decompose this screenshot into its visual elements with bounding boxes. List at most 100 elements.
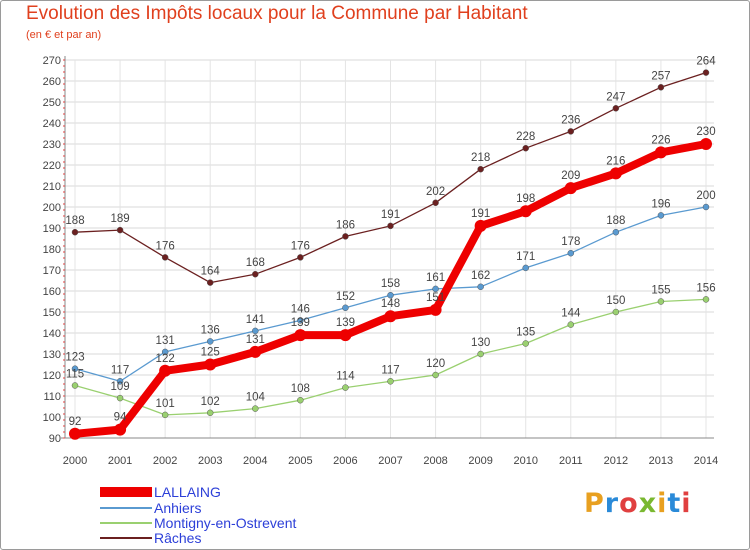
- data-point-lallaing: [249, 345, 262, 358]
- y-tick-label: 120: [43, 370, 61, 382]
- chart-subtitle: (en € et par an): [26, 29, 102, 41]
- data-label-anhiers: 178: [561, 236, 580, 248]
- data-point-anhiers: [522, 264, 529, 272]
- y-tick-label: 90: [49, 433, 61, 445]
- data-labels: 188 189 176 164 168 176 186 191 202 218 228 236 247 2…: [65, 56, 716, 428]
- data-label-raches: 188: [65, 215, 84, 227]
- data-point-montigny-en-ostrevent: [71, 382, 79, 389]
- data-label-raches: 228: [516, 131, 535, 143]
- data-label-montigny-en-ostrevent: 109: [110, 381, 129, 393]
- data-label-anhiers: 162: [471, 270, 490, 282]
- data-point-raches: [702, 69, 710, 76]
- logo-letter: i: [657, 488, 668, 519]
- data-point-anhiers: [567, 249, 575, 257]
- data-point-montigny-en-ostrevent: [342, 384, 349, 391]
- x-tick-label: 2005: [288, 455, 312, 467]
- x-tick-label: 2009: [468, 455, 492, 467]
- data-point-montigny-en-ostrevent: [567, 321, 575, 328]
- data-label-raches: 189: [110, 213, 129, 225]
- data-label-anhiers: 188: [606, 215, 625, 227]
- data-label-anhiers: 158: [381, 278, 400, 290]
- data-label-raches: 247: [606, 91, 625, 103]
- data-label-lallaing: 226: [651, 134, 670, 146]
- x-tick-label: 2011: [559, 455, 583, 467]
- legend-item-lallaing: LALLAING: [100, 484, 221, 500]
- logo-letter: i: [681, 488, 692, 519]
- legend-item-montigny-en-ostrevent: Montigny-en-Ostrevent: [100, 515, 296, 531]
- legend-swatch: [100, 537, 152, 539]
- data-point-raches: [116, 226, 124, 234]
- data-label-lallaing: 125: [201, 347, 220, 359]
- legend-label: Râches: [154, 530, 202, 546]
- data-point-lallaing: [114, 423, 127, 436]
- data-label-montigny-en-ostrevent: 150: [606, 295, 625, 307]
- legend-swatch: [100, 522, 152, 524]
- data-point-montigny-en-ostrevent: [161, 411, 169, 419]
- legend-item-anhiers: Anhiers: [100, 500, 201, 516]
- data-point-raches: [567, 128, 575, 135]
- x-tick-label: 2013: [649, 455, 673, 467]
- data-point-anhiers: [206, 338, 214, 345]
- data-label-anhiers: 161: [426, 272, 445, 284]
- y-tick-label: 160: [43, 286, 61, 298]
- data-point-lallaing: [609, 167, 622, 180]
- data-point-anhiers: [477, 283, 484, 291]
- y-tick-label: 220: [43, 160, 61, 172]
- data-label-lallaing: 191: [471, 208, 490, 220]
- y-tick-label: 240: [43, 118, 61, 130]
- y-tick-label: 270: [43, 55, 61, 67]
- x-tick-label: 2001: [108, 455, 132, 467]
- data-point-montigny-en-ostrevent: [387, 378, 394, 385]
- data-point-raches: [206, 279, 214, 286]
- data-point-montigny-en-ostrevent: [432, 371, 439, 379]
- x-tick-label: 2012: [604, 455, 628, 467]
- data-label-lallaing: 122: [156, 353, 175, 365]
- y-tick-label: 150: [43, 307, 61, 319]
- data-label-lallaing: 148: [381, 298, 400, 310]
- data-point-anhiers: [657, 212, 665, 219]
- data-label-lallaing: 151: [426, 292, 445, 304]
- data-label-lallaing: 139: [291, 317, 310, 329]
- data-label-lallaing: 94: [114, 412, 127, 424]
- data-point-lallaing: [204, 358, 217, 371]
- data-point-lallaing: [519, 205, 532, 218]
- data-point-raches: [387, 222, 394, 230]
- data-point-raches: [342, 233, 349, 240]
- data-label-raches: 168: [246, 257, 265, 269]
- chart-title: Evolution des Impôts locaux pour la Comm…: [26, 3, 528, 24]
- logo-letter: o: [619, 488, 639, 519]
- data-point-montigny-en-ostrevent: [612, 308, 620, 316]
- data-point-lallaing: [159, 364, 172, 377]
- data-label-lallaing: 139: [336, 317, 355, 329]
- data-point-montigny-en-ostrevent: [116, 394, 124, 402]
- data-point-anhiers: [161, 348, 169, 356]
- data-label-raches: 164: [201, 266, 221, 278]
- data-label-anhiers: 152: [336, 291, 355, 303]
- data-point-montigny-en-ostrevent: [477, 350, 484, 358]
- legend-swatch: [100, 507, 152, 509]
- data-label-montigny-en-ostrevent: 120: [426, 358, 445, 370]
- data-label-raches: 186: [336, 219, 355, 231]
- x-tick-label: 2003: [198, 455, 222, 467]
- data-point-montigny-en-ostrevent: [522, 340, 529, 347]
- axes: 9010011012013014015016017018019020021022…: [43, 55, 719, 467]
- y-tick-label: 100: [43, 412, 61, 424]
- data-label-lallaing: 198: [516, 193, 535, 205]
- legend-label: Anhiers: [154, 500, 202, 516]
- data-label-lallaing: 230: [696, 126, 715, 138]
- x-tick-label: 2002: [153, 455, 177, 467]
- data-label-raches: 264: [696, 56, 716, 68]
- logo-letter: x: [638, 488, 658, 519]
- proxiti-logo: Proxiti: [584, 488, 692, 519]
- series-lines: [69, 69, 712, 440]
- data-point-anhiers: [342, 304, 349, 312]
- data-label-montigny-en-ostrevent: 135: [516, 327, 535, 339]
- data-label-raches: 176: [156, 240, 175, 252]
- data-point-lallaing: [700, 138, 712, 150]
- data-label-montigny-en-ostrevent: 101: [156, 398, 175, 410]
- data-label-raches: 218: [471, 152, 490, 164]
- data-point-anhiers: [432, 285, 439, 293]
- data-label-montigny-en-ostrevent: 117: [381, 364, 399, 376]
